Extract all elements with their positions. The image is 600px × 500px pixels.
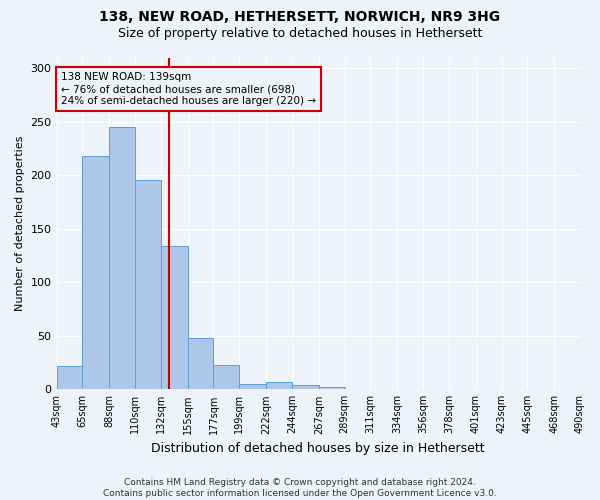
Bar <box>56 366 82 390</box>
Text: Size of property relative to detached houses in Hethersett: Size of property relative to detached ho… <box>118 28 482 40</box>
Bar <box>214 364 239 390</box>
Bar <box>266 382 292 390</box>
Bar <box>292 385 319 390</box>
Text: 138 NEW ROAD: 139sqm
← 76% of detached houses are smaller (698)
24% of semi-deta: 138 NEW ROAD: 139sqm ← 76% of detached h… <box>61 72 316 106</box>
Bar <box>109 127 135 390</box>
Text: Contains HM Land Registry data © Crown copyright and database right 2024.
Contai: Contains HM Land Registry data © Crown c… <box>103 478 497 498</box>
Bar <box>82 156 109 390</box>
Text: 138, NEW ROAD, HETHERSETT, NORWICH, NR9 3HG: 138, NEW ROAD, HETHERSETT, NORWICH, NR9 … <box>100 10 500 24</box>
Y-axis label: Number of detached properties: Number of detached properties <box>15 136 25 311</box>
Bar <box>188 338 214 390</box>
Bar <box>135 180 161 390</box>
Bar <box>319 387 344 390</box>
Bar <box>239 384 266 390</box>
Bar <box>161 246 188 390</box>
X-axis label: Distribution of detached houses by size in Hethersett: Distribution of detached houses by size … <box>151 442 485 455</box>
